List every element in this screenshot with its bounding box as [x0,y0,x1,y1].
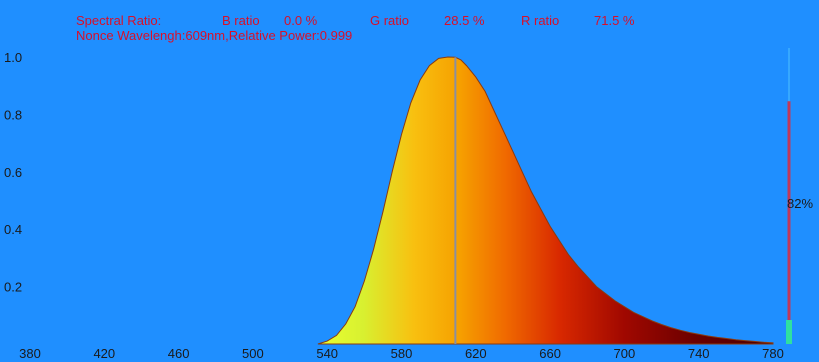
x-tick-label: 700 [614,346,636,361]
x-tick-label: 460 [168,346,190,361]
y-tick-label: 0.2 [4,280,22,295]
g-ratio-value: 28.5 % [444,13,485,28]
b-ratio-value: 0.0 % [284,13,318,28]
y-tick-label: 1.0 [4,50,22,65]
g-ratio-label: G ratio [370,13,409,28]
x-tick-label: 540 [316,346,338,361]
r-ratio-value: 71.5 % [594,13,635,28]
r-ratio-label: R ratio [521,13,559,28]
gauge-percent-label: 82% [787,196,813,211]
b-ratio-label: B ratio [222,13,260,28]
x-tick-label: 500 [242,346,264,361]
x-tick-label: 660 [539,346,561,361]
y-tick-label: 0.4 [4,222,22,237]
y-tick-label: 0.8 [4,107,22,122]
x-tick-label: 740 [688,346,710,361]
peak-info-line: Nonce Wavelengh:609nm,Relative Power:0.9… [76,28,352,43]
y-tick-label: 0.6 [4,165,22,180]
x-tick-label: 380 [19,346,41,361]
spectrum-area [317,56,774,345]
y-axis-ticks: 0.2 0.4 0.6 0.8 1.0 [4,50,22,295]
x-tick-label: 780 [762,346,784,361]
x-tick-label: 420 [93,346,115,361]
spectral-ratio-label: Spectral Ratio: [76,13,161,28]
x-tick-label: 580 [391,346,413,361]
x-axis-ticks: 380 420 460 500 540 580 620 660 700 740 780 [19,346,784,361]
x-tick-label: 620 [465,346,487,361]
